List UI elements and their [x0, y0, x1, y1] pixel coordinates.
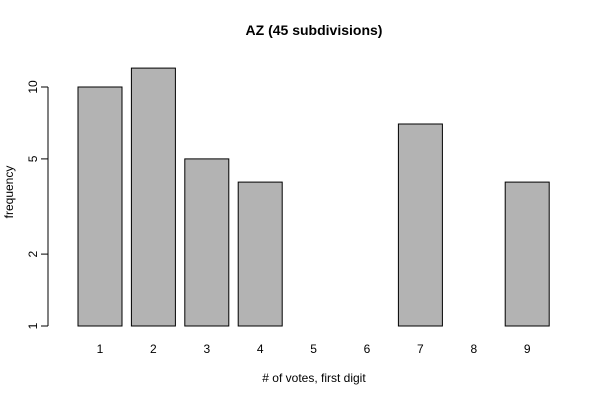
bars-group	[77, 67, 550, 327]
bar-4	[237, 181, 283, 327]
x-tick-label-8: 8	[470, 342, 477, 356]
chart-title: AZ (45 subdivisions)	[246, 22, 383, 38]
x-tick-label-9: 9	[524, 342, 531, 356]
bar-2	[130, 67, 176, 327]
x-tick-label-4: 4	[257, 342, 264, 356]
x-axis-label: # of votes, first digit	[262, 371, 366, 385]
x-tick-label-5: 5	[310, 342, 317, 356]
bar-3	[184, 158, 230, 327]
y-tick-label-5: 5	[26, 155, 40, 162]
bar-9	[504, 181, 550, 327]
y-axis-label: frequency	[2, 166, 16, 219]
x-tick-label-7: 7	[417, 342, 424, 356]
y-tick-label-2: 2	[26, 250, 40, 257]
y-tick-label-1: 1	[26, 322, 40, 329]
x-tick-labels: 1 2 3 4 5 6 7 8 9	[97, 342, 531, 356]
bar-7	[397, 123, 443, 327]
bar-1	[77, 86, 123, 327]
x-tick-label-2: 2	[150, 342, 157, 356]
x-tick-label-6: 6	[364, 342, 371, 356]
x-tick-label-3: 3	[203, 342, 210, 356]
y-tick-label-10: 10	[26, 80, 40, 94]
y-axis: 1 2 5 10	[26, 80, 49, 329]
x-tick-label-1: 1	[97, 342, 104, 356]
